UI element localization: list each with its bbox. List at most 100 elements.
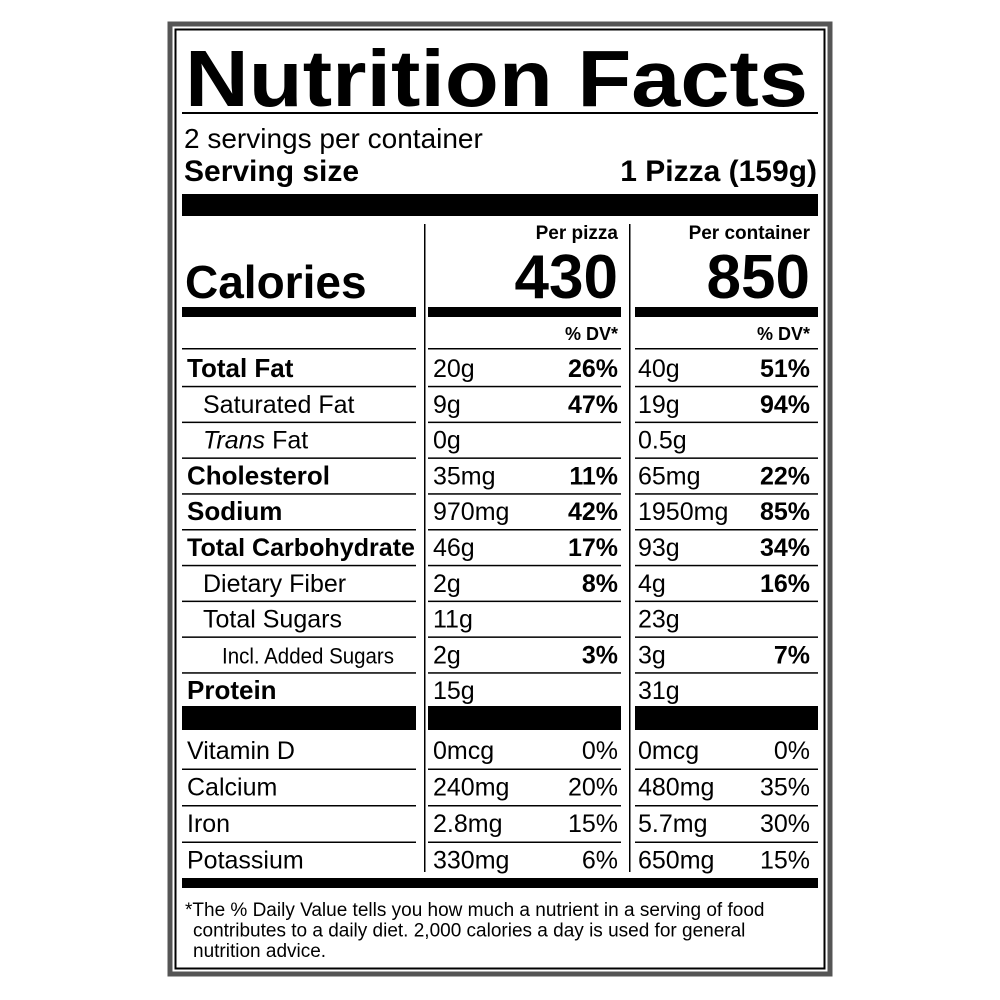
amount: 0mcg [433,737,494,765]
rule [635,564,818,567]
amount: 1950mg [638,498,728,526]
rule [635,672,818,674]
daily-value: 15% [568,810,618,838]
daily-value: 11% [569,462,618,490]
amount: 23g [638,606,680,634]
bar [182,307,416,317]
thick-bar [182,194,818,216]
rule [635,457,818,459]
amount: 31g [638,677,680,705]
amount: 2.8mg [433,810,502,838]
vitamin-label: Potassium [187,847,304,875]
daily-value: 42% [568,498,618,526]
daily-value: 3% [582,641,618,669]
dv-heading: % DV* [757,324,810,344]
nutrient-label: Cholesterol [187,460,330,490]
bar [428,307,621,317]
rule [635,529,818,531]
amount: 970mg [433,498,509,526]
rule [428,805,621,807]
daily-value: 16% [760,570,810,598]
amount: 65mg [638,462,701,490]
daily-value: 8% [582,570,618,598]
daily-value: 47% [568,391,618,419]
rule [428,636,621,638]
rule [428,841,621,843]
label-italic: Trans [203,427,265,455]
amount: 46g [433,534,475,562]
daily-value: 6% [582,847,618,875]
amount: 0mcg [638,737,699,765]
rule [182,421,416,424]
nutrient-label: Sodium [187,496,282,526]
daily-value: 35% [760,774,810,802]
amount: 19g [638,391,680,419]
bar [182,878,818,888]
amount: 5.7mg [638,810,707,838]
vitamin-label: Calcium [187,774,277,802]
frame [167,21,833,977]
amount: 15g [433,677,475,705]
bar [635,706,818,730]
footnote: contributes to a daily diet. 2,000 calor… [193,921,745,942]
calories-value: 430 [515,243,618,312]
vitamin-label: Iron [187,810,230,838]
bar [428,706,621,730]
calories-value: 850 [707,243,810,312]
rule [182,841,416,843]
rule [428,672,621,674]
daily-value: 17% [568,534,618,562]
rule [635,841,818,843]
daily-value: 51% [760,355,810,383]
rule [428,600,621,603]
title: Nutrition Facts [185,34,808,123]
nutrient-label: Protein [187,675,277,705]
footnote: nutrition advice. [193,941,326,962]
amount: 240mg [433,774,509,802]
bar [635,307,818,317]
daily-value: 26% [568,355,618,383]
daily-value: 34% [760,534,810,562]
column-heading: Per pizza [536,223,619,244]
rule [428,421,621,424]
rule [428,564,621,567]
amount: 2g [433,641,461,669]
vitamin-label: Vitamin D [187,737,295,765]
rule [428,348,621,350]
daily-value: 20% [568,774,618,802]
amount: 480mg [638,774,714,802]
amount: 0.5g [638,427,687,455]
daily-value: 0% [774,737,810,765]
amount: 11g [433,606,473,634]
nutrient-label: Incl. Added Sugars [222,643,394,668]
daily-value: 0% [582,737,618,765]
rule [635,636,818,638]
daily-value: 7% [774,641,810,669]
amount: 20g [433,355,475,383]
nutrient-label: Total Fat [187,353,294,383]
rule [635,493,818,495]
serving-size: 1 Pizza (159g) [620,155,817,188]
dv-heading: % DV* [565,324,618,344]
daily-value: 30% [760,810,810,838]
rule [635,768,818,770]
rule [428,529,621,531]
amount: 3g [638,641,666,669]
column-heading: Per container [689,223,811,244]
serving-size-label: Serving size [184,155,359,188]
rule [182,636,416,638]
amount: 330mg [433,847,509,875]
bar [182,706,416,730]
daily-value: 22% [760,462,810,490]
rule [428,457,621,459]
rule [635,385,818,388]
rule [182,672,416,674]
rule [635,421,818,424]
rule [635,805,818,807]
daily-value: 94% [760,391,810,419]
rule [182,112,818,114]
rule [182,348,416,350]
servings: 2 servings per container [184,123,483,154]
amount: 4g [638,570,666,598]
